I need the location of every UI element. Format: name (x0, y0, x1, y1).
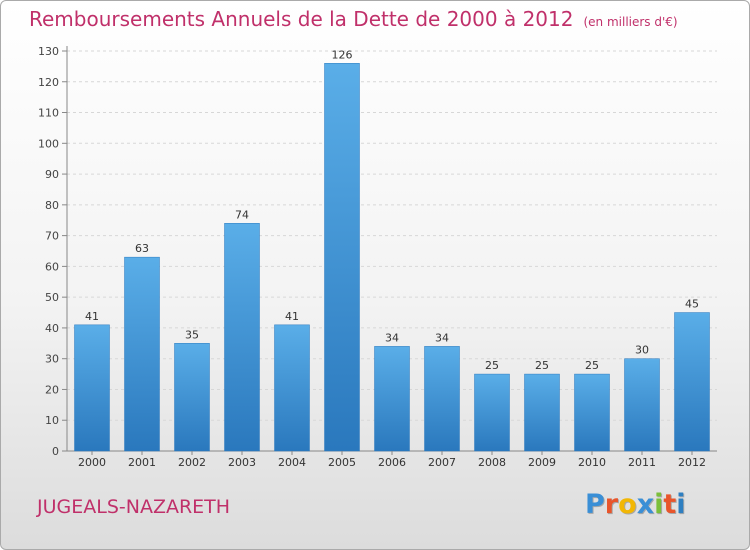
data-label: 34 (385, 331, 399, 344)
data-label: 41 (285, 310, 299, 323)
x-tick-label: 2005 (328, 456, 356, 469)
data-label: 35 (185, 328, 199, 341)
bar (324, 63, 360, 452)
logo-letter: t (663, 489, 677, 520)
data-label: 126 (332, 48, 353, 61)
y-tick-label: 100 (38, 137, 59, 150)
y-tick-label: 110 (38, 107, 59, 120)
bar (224, 223, 260, 452)
bars: 41 63 35 74 41 126 34 34 25 25 25 30 45 (74, 48, 710, 452)
data-label: 74 (235, 208, 249, 221)
y-tick-label: 60 (45, 260, 59, 273)
logo-letter: i (676, 489, 686, 520)
x-tick-label: 2004 (278, 456, 306, 469)
y-tick-label: 0 (52, 445, 59, 458)
x-tick-label: 2002 (178, 456, 206, 469)
data-label: 30 (635, 344, 649, 357)
logo-letter: r (604, 489, 619, 520)
x-tick-label: 2011 (628, 456, 656, 469)
data-label: 25 (535, 359, 549, 372)
bar (374, 346, 410, 452)
y-tick-label: 130 (38, 45, 59, 58)
bar (174, 343, 210, 452)
data-label: 41 (85, 310, 99, 323)
x-tick-label: 2003 (228, 456, 256, 469)
bar (74, 324, 110, 452)
data-label: 34 (435, 331, 449, 344)
logo-letter: P (585, 489, 605, 520)
y-tick-label: 80 (45, 199, 59, 212)
x-tick-label: 2000 (78, 456, 106, 469)
y-tick-label: 50 (45, 291, 59, 304)
bar (424, 346, 460, 452)
y-tick-label: 90 (45, 168, 59, 181)
bar (124, 256, 160, 452)
logo-letter: o (618, 489, 637, 520)
y-tick-label: 70 (45, 230, 59, 243)
logo-letter: i (654, 489, 664, 520)
y-tick-label: 120 (38, 76, 59, 89)
data-label: 25 (485, 359, 499, 372)
x-tick-label: 2010 (578, 456, 606, 469)
data-label: 25 (585, 359, 599, 372)
bar (524, 373, 560, 452)
place-name: JUGEALS-NAZARETH (37, 496, 231, 518)
logo-letter: x (636, 489, 655, 520)
bar (274, 324, 310, 452)
y-tick-label: 40 (45, 322, 59, 335)
data-label: 45 (685, 298, 699, 311)
chart-title: Remboursements Annuels de la Dette de 20… (29, 7, 678, 31)
x-tick-label: 2008 (478, 456, 506, 469)
y-tick-label: 30 (45, 353, 59, 366)
bar (574, 373, 610, 452)
chart-title-text: Remboursements Annuels de la Dette de 20… (29, 7, 574, 31)
proxiti-logo: Proxiti (585, 489, 686, 520)
bar (474, 373, 510, 452)
x-tick-label: 2001 (128, 456, 156, 469)
y-tick-label: 10 (45, 414, 59, 427)
y-tick-label: 20 (45, 383, 59, 396)
data-label: 63 (135, 242, 149, 255)
x-axis: 2000 2001 2002 2003 2004 2005 2006 2007 2008 2009… (78, 451, 706, 469)
chart-unit-note: (en milliers d'€) (583, 15, 678, 29)
x-tick-label: 2007 (428, 456, 456, 469)
x-tick-label: 2006 (378, 456, 406, 469)
bar (674, 312, 710, 452)
x-tick-label: 2009 (528, 456, 556, 469)
bar (624, 358, 660, 452)
x-tick-label: 2012 (678, 456, 706, 469)
